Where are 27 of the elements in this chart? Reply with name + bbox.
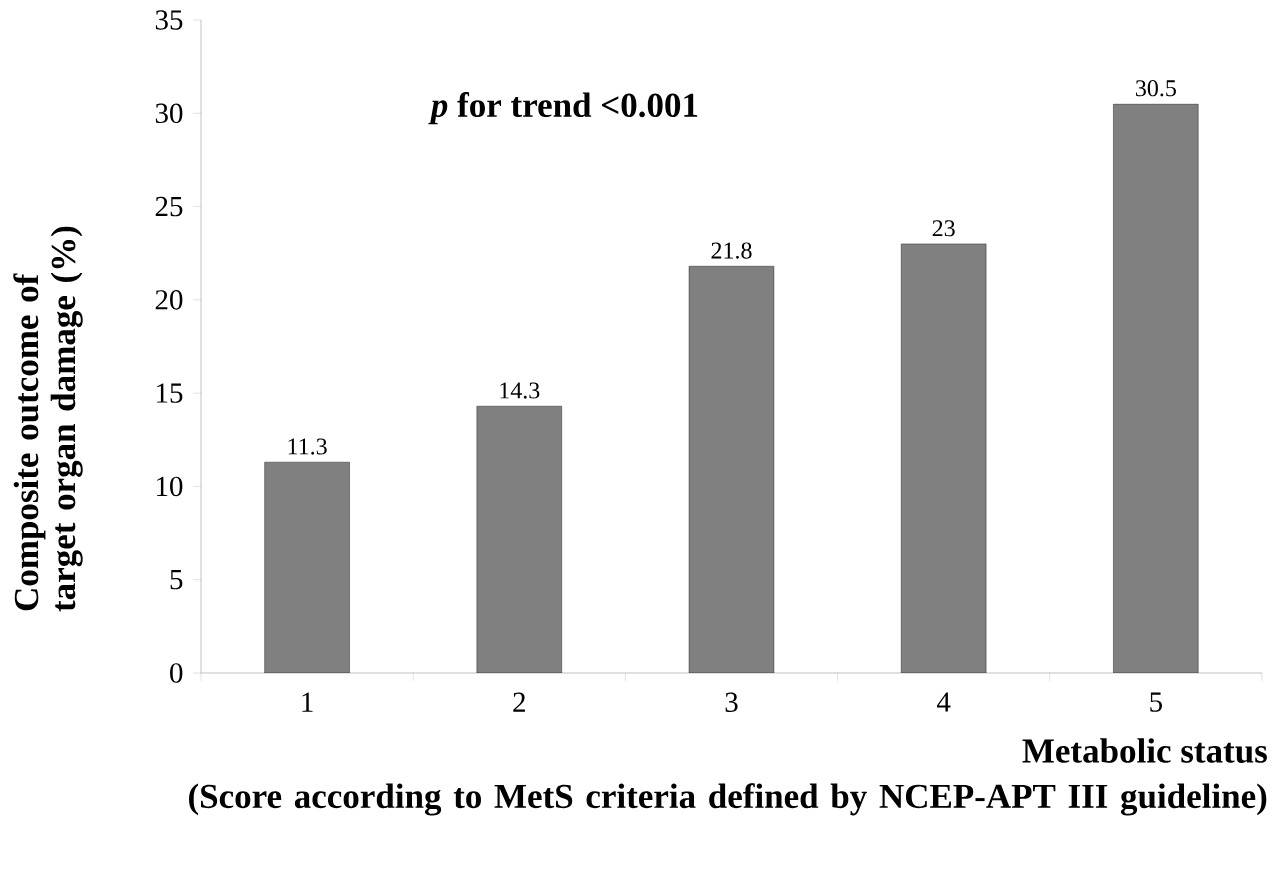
bar bbox=[688, 266, 775, 673]
y-tick-label: 0 bbox=[170, 663, 183, 683]
bar bbox=[264, 461, 350, 673]
y-tick-label: 20 bbox=[155, 290, 183, 310]
y-tick-label: 5 bbox=[170, 570, 183, 590]
bar bbox=[1113, 103, 1199, 673]
y-tick-label: 30 bbox=[155, 103, 183, 124]
x-tick-label: 1 bbox=[302, 692, 313, 712]
x-tick-label: 3 bbox=[725, 692, 738, 712]
bar bbox=[476, 405, 562, 673]
x-tick-label: 2 bbox=[513, 692, 525, 712]
data-label: 23 bbox=[932, 220, 955, 237]
x-tick-label: 4 bbox=[936, 692, 951, 712]
y-axis-title: Composite outcome of target organ damage (%) bbox=[13, 226, 83, 612]
x-axis-title: Metabolic status bbox=[1022, 738, 1267, 763]
x-tick-label: 5 bbox=[1150, 692, 1162, 712]
data-label: 11.3 bbox=[288, 438, 327, 455]
y-tick-label: 10 bbox=[157, 476, 183, 497]
y-tick-label: 25 bbox=[155, 196, 183, 217]
annotation: p for trend <0.001 bbox=[428, 92, 698, 125]
y-tick-label: 35 bbox=[155, 10, 183, 30]
y-tick-label: 15 bbox=[157, 383, 183, 403]
data-label: 14.3 bbox=[500, 382, 540, 399]
data-label: 21.8 bbox=[711, 242, 752, 259]
bar bbox=[901, 243, 987, 673]
text: (Score according to MetS criteria defined by NCEP-APT III guideline) bbox=[189, 783, 1267, 816]
data-label: 30.5 bbox=[1136, 80, 1176, 97]
